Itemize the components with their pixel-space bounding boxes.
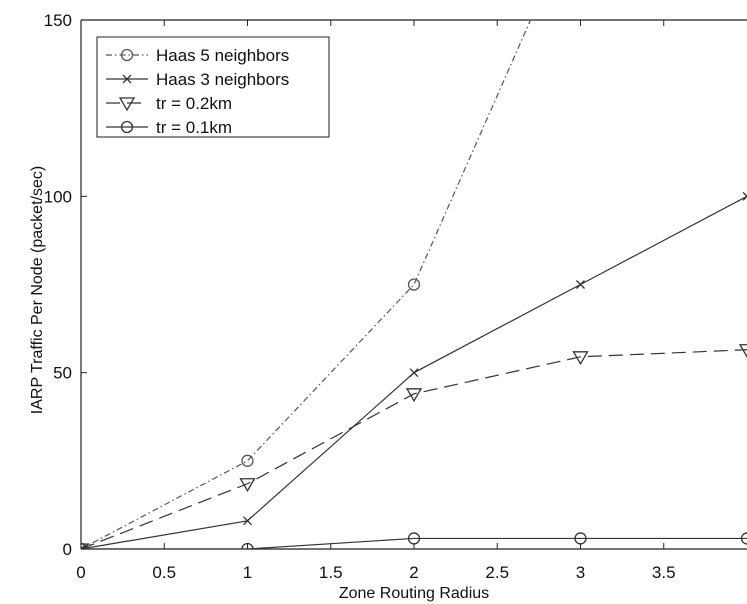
series-1-point xyxy=(243,516,252,526)
series-1-point xyxy=(81,544,86,549)
x-tick-label: 1 xyxy=(243,563,252,582)
series-0-point xyxy=(407,278,421,291)
series-2-point xyxy=(572,351,589,366)
series-1-point xyxy=(742,191,747,201)
y-tick-label: 50 xyxy=(53,364,72,383)
series-0-point xyxy=(241,454,254,467)
y-axis-label: IARP Traffic Per Node (packet/sec) xyxy=(29,166,46,414)
legend-marker-0 xyxy=(120,48,134,62)
legend-label-2: tr = 0.2km xyxy=(156,94,232,113)
x-tick-label: 0 xyxy=(76,563,85,582)
y-tick-label: 100 xyxy=(44,187,72,206)
x-ticks: 0 0.5 1 1.5 2 2.5 3 3.5 xyxy=(76,20,676,582)
series-3 xyxy=(81,532,747,549)
legend-box xyxy=(96,36,330,138)
legend-marker-1 xyxy=(122,74,132,84)
x-axis-label: Zone Routing Radius xyxy=(339,585,489,602)
y-ticks: 0 50 100 150 xyxy=(44,11,87,559)
y-tick-label: 150 xyxy=(44,11,72,30)
series-0 xyxy=(81,20,532,549)
x-tick-label: 3.5 xyxy=(652,563,676,582)
legend-label-0: Haas 5 neighbors xyxy=(156,46,289,65)
series-3-point xyxy=(740,532,747,545)
legend-marker-3 xyxy=(120,120,134,134)
x-tick-label: 2 xyxy=(409,563,418,582)
series-3-line xyxy=(81,537,747,549)
x-tick-label: 0.5 xyxy=(152,563,176,582)
legend-marker-2 xyxy=(118,97,136,112)
series-1 xyxy=(81,191,747,549)
series-layer xyxy=(81,20,747,549)
series-1-point xyxy=(576,280,585,289)
y-tick-label: 0 xyxy=(63,540,72,559)
legend-label-1: Haas 3 neighbors xyxy=(156,70,289,89)
x-tick-label: 3 xyxy=(576,563,585,582)
series-3-point xyxy=(407,532,421,545)
legend: Haas 5 neighbors Haas 3 neighbors tr = 0.2… xyxy=(96,36,330,138)
series-3-point xyxy=(241,542,254,549)
legend-label-3: tr = 0.1km xyxy=(156,118,232,137)
series-2-line xyxy=(81,349,747,549)
series-3-point xyxy=(574,532,587,545)
series-1-point xyxy=(409,368,419,378)
x-tick-label: 2.5 xyxy=(485,563,509,582)
series-2-point xyxy=(239,478,256,493)
series-2-point xyxy=(738,344,747,359)
series-2-point xyxy=(405,388,423,403)
series-2 xyxy=(81,344,747,549)
x-tick-label: 1.5 xyxy=(319,563,343,582)
